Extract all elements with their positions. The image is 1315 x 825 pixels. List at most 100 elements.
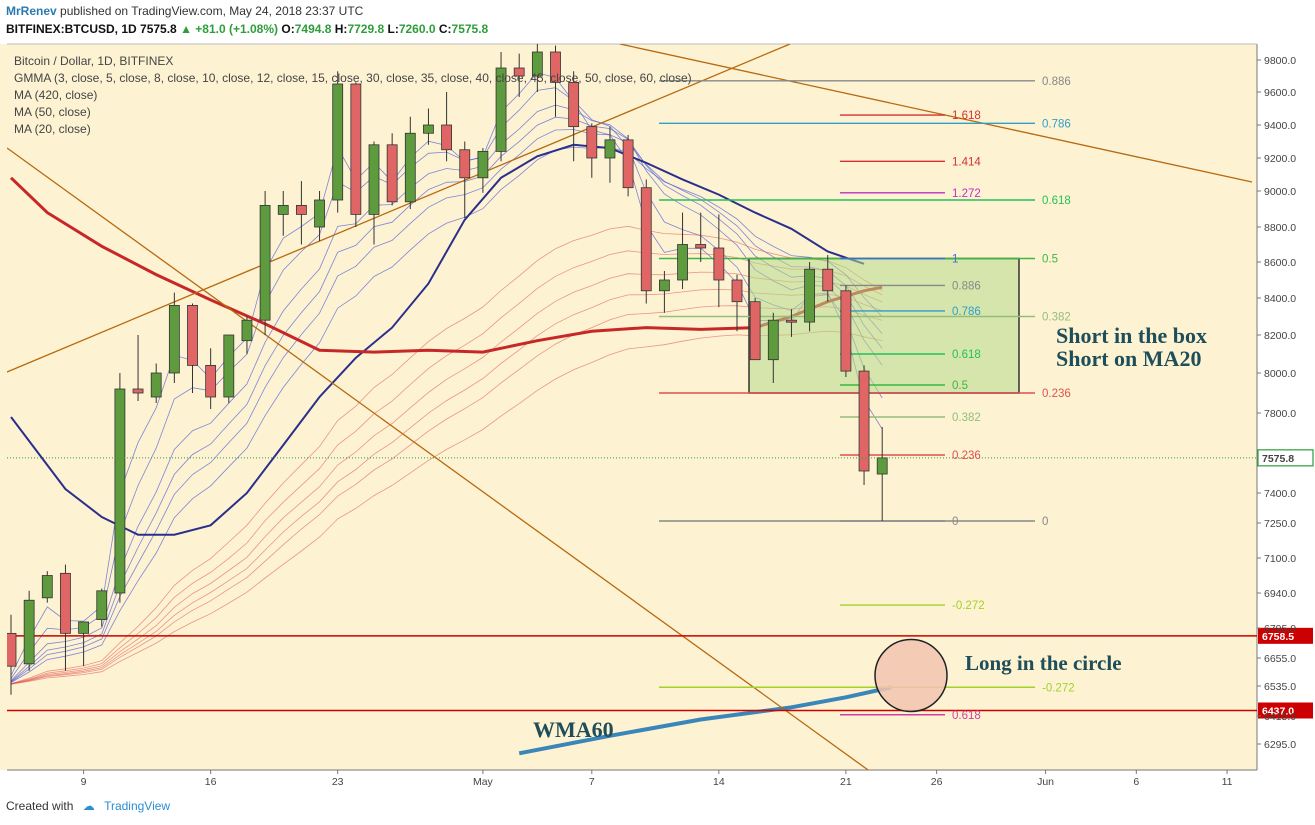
high-label: H: <box>334 22 348 36</box>
y-tick-label: 9400.0 <box>1264 120 1296 132</box>
price-axis-background <box>1257 44 1315 770</box>
candle-body <box>550 51 561 83</box>
x-tick-label: 6 <box>1133 776 1139 788</box>
fib-level-label: 0.886 <box>1042 76 1071 88</box>
candle-body <box>531 51 543 77</box>
candle-body <box>568 82 580 128</box>
candle-body <box>731 279 743 303</box>
y-tick-label: 7800.0 <box>1264 408 1296 420</box>
candle-body <box>404 132 416 203</box>
fib-level-label: 0.618 <box>1042 195 1071 207</box>
candle-body <box>695 244 707 249</box>
fib-level-label: 0.5 <box>952 380 968 392</box>
candle-body <box>314 199 325 228</box>
candle-body <box>41 575 53 599</box>
wma60-line <box>518 685 892 756</box>
candle-body <box>78 621 89 634</box>
candle-body <box>332 83 344 201</box>
publish-info: MrRenev published on TradingView.com, Ma… <box>6 4 363 18</box>
y-tick-label: 8800.0 <box>1264 222 1296 234</box>
gmma-long-line <box>10 271 883 685</box>
y-tick-label: 8600.0 <box>1264 257 1296 269</box>
ohlc-header: BITFINEX:BTCUSD, 1D 7575.8 ▲ +81.0 (+1.0… <box>6 22 488 36</box>
fib-level-label: 0.618 <box>952 349 981 361</box>
tradingview-link[interactable]: TradingView <box>104 799 171 813</box>
created-with-text: Created with <box>6 799 74 813</box>
y-tick-label: 6295.0 <box>1264 739 1296 751</box>
x-tick-label: 9 <box>81 776 87 788</box>
candle-body <box>786 319 797 323</box>
support-price-label: 6437.0 <box>1262 706 1294 718</box>
candle-body <box>386 144 398 203</box>
candle-body <box>640 187 652 292</box>
candle-body <box>513 67 525 77</box>
y-tick-label: 8400.0 <box>1264 293 1296 305</box>
candle-body <box>495 67 507 152</box>
candle-body <box>822 268 834 292</box>
open-value: 7494.8 <box>294 22 332 36</box>
candle-body <box>60 572 71 634</box>
change-value: +81.0 (+1.08%) <box>195 22 279 36</box>
trendline-resistance <box>619 44 1253 183</box>
fib-level-label: 0.786 <box>952 306 981 318</box>
annotation-wma60: WMA60 <box>533 717 614 742</box>
fib-level-label: 1.618 <box>952 110 981 122</box>
fib-level-label: 0.5 <box>1042 254 1058 266</box>
y-tick-label: 9600.0 <box>1264 87 1296 99</box>
low-value: 7260.0 <box>398 22 436 36</box>
fib-level-label: 1.414 <box>952 156 981 168</box>
candle-body <box>749 301 761 361</box>
y-tick-label: 7250.0 <box>1264 518 1296 530</box>
legend-line-2: MA (420, close) <box>14 88 97 102</box>
y-tick-label: 6535.0 <box>1264 681 1296 693</box>
x-tick-label: 21 <box>840 776 852 788</box>
support-price-tag <box>1258 702 1313 719</box>
fib-level-label: 0 <box>952 516 958 528</box>
y-tick-label: 6795.0 <box>1264 623 1296 635</box>
candle-body <box>840 290 852 372</box>
author-name[interactable]: MrRenev <box>6 4 57 18</box>
publish-text: published on TradingView.com, May 24, 20… <box>60 4 364 18</box>
plot-area <box>7 44 1257 770</box>
gmma-short-line <box>10 129 883 683</box>
candle-body <box>876 457 888 475</box>
candle-body <box>441 124 453 151</box>
y-tick-label: 6415.0 <box>1264 711 1296 723</box>
fib-level-label: 1 <box>952 254 958 266</box>
footer: Created with ☁ TradingView <box>6 799 170 813</box>
gmma-short-line <box>10 116 883 682</box>
legend-line-1: GMMA (3, close, 5, close, 8, close, 10, … <box>14 71 692 85</box>
candle-body <box>114 388 126 594</box>
candle-body <box>295 204 307 215</box>
candle-body <box>586 126 598 159</box>
candle-body <box>277 204 289 215</box>
candle-body <box>677 244 688 281</box>
gmma-long-line <box>10 225 883 684</box>
open-label: O: <box>281 22 295 36</box>
long-circle <box>874 638 948 713</box>
annotation-short-ma20: Short on MA20 <box>1056 346 1201 371</box>
symbol-label: BITFINEX:BTCUSD, 1D <box>6 22 137 36</box>
fib-level-label: 0.382 <box>1042 312 1071 324</box>
price-value: 7575.8 <box>140 22 177 36</box>
annotation-long-circle: Long in the circle <box>965 651 1122 675</box>
candle-body <box>96 590 108 620</box>
ma20-line <box>10 143 865 536</box>
candle-body <box>168 304 180 374</box>
fib-level-label: 0 <box>1042 516 1048 528</box>
candle-body <box>804 268 815 323</box>
candle-body <box>368 144 380 215</box>
y-tick-label: 6940.0 <box>1264 588 1296 600</box>
x-tick-label: May <box>473 776 494 788</box>
fib-level-label: 0.382 <box>952 412 981 424</box>
candle-body <box>767 319 779 361</box>
last-price-label: 7575.8 <box>1262 453 1294 465</box>
x-tick-label: 11 <box>1222 776 1233 788</box>
gmma-short-line <box>10 146 883 683</box>
high-value: 7729.8 <box>347 22 385 36</box>
y-tick-label: 9200.0 <box>1264 153 1296 165</box>
x-tick-label: 7 <box>589 776 595 788</box>
candle-body <box>622 139 634 189</box>
candle-body <box>132 388 144 394</box>
